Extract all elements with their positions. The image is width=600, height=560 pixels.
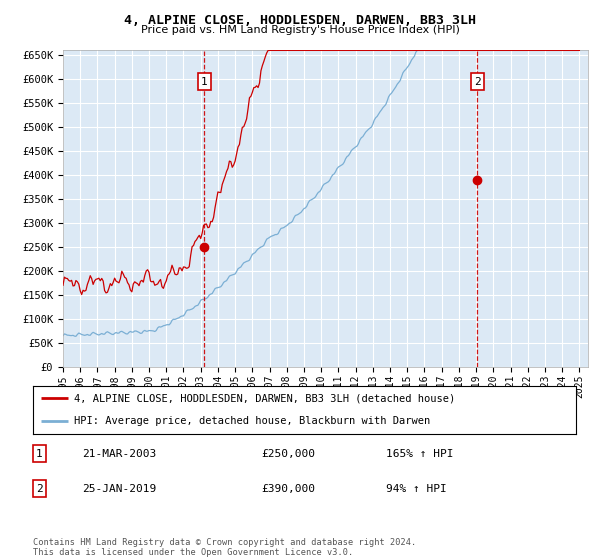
Text: 25-JAN-2019: 25-JAN-2019 bbox=[82, 484, 156, 493]
Text: 1: 1 bbox=[201, 77, 208, 87]
Text: 94% ↑ HPI: 94% ↑ HPI bbox=[386, 484, 446, 493]
Text: £390,000: £390,000 bbox=[261, 484, 315, 493]
Text: 1: 1 bbox=[36, 449, 43, 459]
Text: £250,000: £250,000 bbox=[261, 449, 315, 459]
Text: 4, ALPINE CLOSE, HODDLESDEN, DARWEN, BB3 3LH: 4, ALPINE CLOSE, HODDLESDEN, DARWEN, BB3… bbox=[124, 14, 476, 27]
Text: 4, ALPINE CLOSE, HODDLESDEN, DARWEN, BB3 3LH (detached house): 4, ALPINE CLOSE, HODDLESDEN, DARWEN, BB3… bbox=[74, 393, 455, 403]
Text: HPI: Average price, detached house, Blackburn with Darwen: HPI: Average price, detached house, Blac… bbox=[74, 416, 430, 426]
Text: 2: 2 bbox=[36, 484, 43, 493]
Text: 21-MAR-2003: 21-MAR-2003 bbox=[82, 449, 156, 459]
Text: 165% ↑ HPI: 165% ↑ HPI bbox=[386, 449, 454, 459]
Text: Contains HM Land Registry data © Crown copyright and database right 2024.
This d: Contains HM Land Registry data © Crown c… bbox=[33, 538, 416, 557]
Text: 2: 2 bbox=[474, 77, 481, 87]
Text: Price paid vs. HM Land Registry's House Price Index (HPI): Price paid vs. HM Land Registry's House … bbox=[140, 25, 460, 35]
